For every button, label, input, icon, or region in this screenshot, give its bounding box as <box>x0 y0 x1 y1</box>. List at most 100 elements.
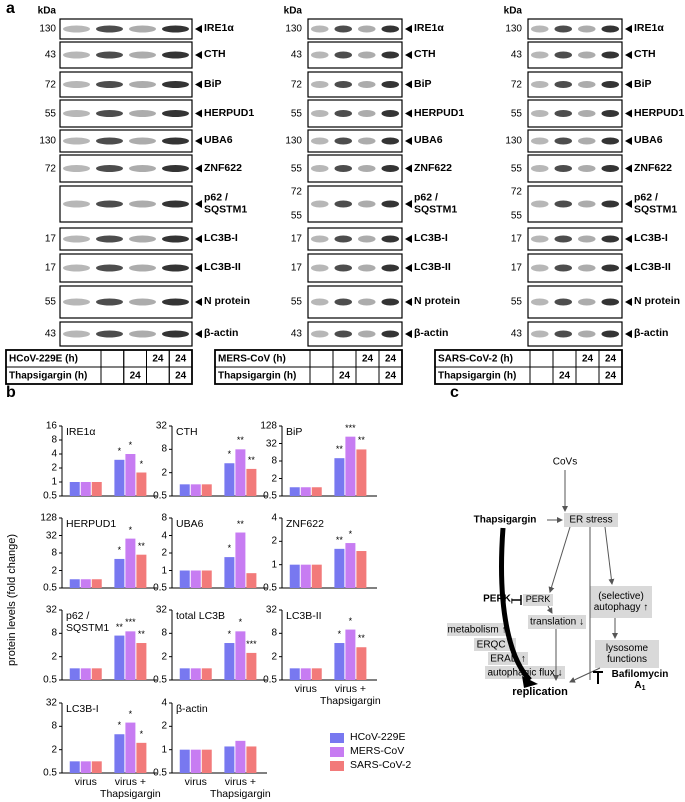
band <box>96 81 123 88</box>
kda-label: 55 <box>510 108 522 119</box>
y-tick-label: 4 <box>271 512 277 524</box>
protein-label: UBA6 <box>414 134 443 147</box>
bar <box>246 573 257 588</box>
row-pointer <box>195 51 202 59</box>
y-tick-label: 2 <box>51 744 57 756</box>
protein-label: LC3B-I <box>414 232 448 245</box>
y-tick-label: 2 <box>51 462 57 474</box>
band <box>311 81 329 88</box>
significance: * <box>337 629 342 640</box>
kda-label: 55 <box>510 296 522 308</box>
bar <box>289 668 300 680</box>
row-pointer <box>625 200 632 208</box>
kda-label: 43 <box>44 49 56 61</box>
band <box>334 81 352 88</box>
condition-value: 24 <box>361 353 374 364</box>
table-cell <box>123 349 147 368</box>
condition-value: 24 <box>558 370 571 381</box>
band <box>129 165 156 172</box>
band <box>311 137 329 145</box>
band <box>311 51 329 59</box>
protein-label: HERPUD1 <box>634 106 685 119</box>
row-pointer <box>625 25 632 33</box>
band <box>601 81 619 88</box>
bar <box>114 734 125 773</box>
subscript: 1 <box>641 685 646 693</box>
table-frame <box>434 349 623 385</box>
band <box>162 137 189 145</box>
chart-title: total LC3B <box>176 610 226 622</box>
kda-label: 55 <box>510 163 522 174</box>
band <box>601 298 619 306</box>
condition-value: 24 <box>604 370 617 381</box>
protein-label: ZNF622 <box>634 161 672 174</box>
x-tick-label: virus <box>184 776 207 788</box>
y-tick-label: 32 <box>45 604 57 616</box>
band <box>554 235 572 243</box>
box <box>474 638 516 651</box>
node-translation: translation ↓ <box>530 616 584 628</box>
kda-label: 55 <box>290 163 302 174</box>
table-cell <box>575 366 600 385</box>
legend-swatch <box>330 733 344 743</box>
band <box>578 51 596 59</box>
protein-label: CTH <box>634 48 656 61</box>
significance: * <box>128 708 133 719</box>
y-tick-label: 8 <box>51 434 57 446</box>
band <box>531 81 549 88</box>
band <box>554 298 572 306</box>
node-covs: CoVs <box>552 456 578 468</box>
y-tick-label: 32 <box>155 420 167 432</box>
band <box>601 200 619 208</box>
kda-header: kDa <box>503 5 522 17</box>
chart-title: BiP <box>286 426 303 438</box>
band <box>162 25 189 33</box>
y-tick-label: 16 <box>45 420 57 432</box>
kda-label: 72 <box>510 79 522 90</box>
kda-label: 43 <box>510 49 522 61</box>
bar <box>235 631 246 680</box>
band <box>381 51 399 59</box>
chart-title: LC3B-I <box>66 703 99 715</box>
band <box>554 264 572 272</box>
bar <box>300 564 311 588</box>
band <box>554 330 572 338</box>
row-pointer <box>195 25 202 33</box>
band <box>358 200 376 208</box>
band <box>531 51 549 59</box>
kda-label: 72 <box>44 79 56 90</box>
condition-label: SARS-CoV-2 (h) <box>438 353 513 364</box>
diagram-inhibitors <box>499 527 603 684</box>
y-tick-label: 8 <box>161 627 167 639</box>
node-perk-inhibitor: PERKI <box>483 594 513 607</box>
y-tick-label: 2 <box>271 473 277 484</box>
band <box>531 110 549 117</box>
y-tick-label: 0.5 <box>43 767 57 779</box>
condition-value: 24 <box>152 353 164 364</box>
node-replication: replication <box>512 685 568 698</box>
band <box>358 81 376 88</box>
bar <box>69 761 80 773</box>
condition-value: 24 <box>604 353 617 364</box>
band <box>601 235 619 243</box>
blot-frame <box>307 227 403 251</box>
bar <box>80 482 91 496</box>
row-pointer <box>625 298 632 306</box>
condition-value: 24 <box>175 353 187 364</box>
kda-label: 17 <box>44 233 56 245</box>
node-autophagy: (selective) autophagy ↑ <box>593 591 649 613</box>
protein-label: HERPUD1 <box>414 106 465 119</box>
blot-frame <box>59 227 193 251</box>
y-tick-label: 0.5 <box>263 582 277 594</box>
bar <box>80 761 91 773</box>
chart-title: p62 / SQSTM1 <box>66 610 110 634</box>
x-tick-label: virus + Thapsigargin <box>100 776 161 800</box>
y-tick-label: 0.5 <box>263 674 277 686</box>
bar <box>125 538 136 588</box>
blot-frame <box>527 227 623 251</box>
bar <box>190 749 201 773</box>
box <box>528 615 586 629</box>
kda-label: 17 <box>290 233 302 245</box>
